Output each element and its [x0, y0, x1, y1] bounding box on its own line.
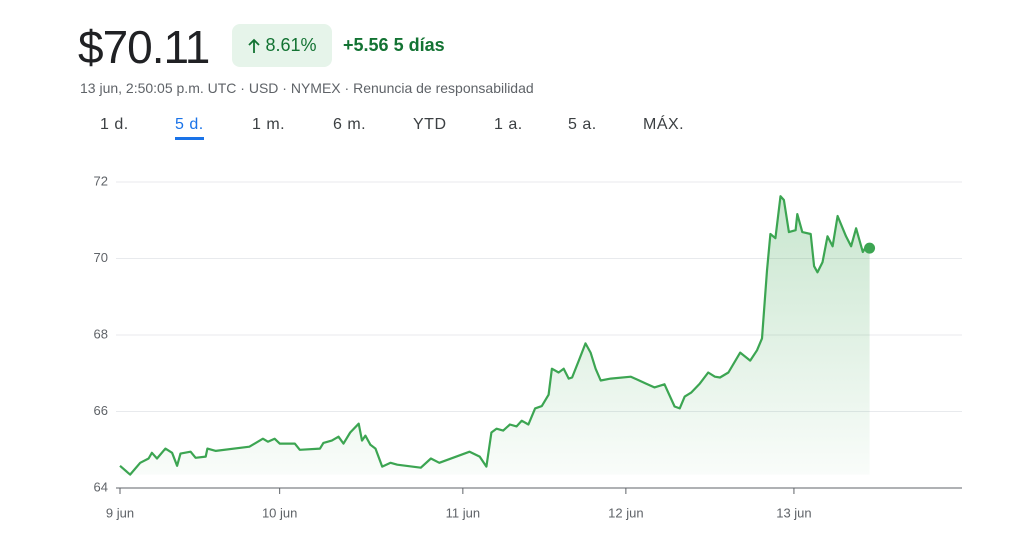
up-arrow: [248, 38, 261, 53]
x-tick-label: 13 jun: [776, 505, 811, 520]
range-tab[interactable]: 6 m.: [333, 116, 367, 133]
meta-text: 13 jun, 2:50:05 p.m. UTC · USD · NYMEX ·: [80, 80, 350, 96]
last-point: [864, 242, 876, 254]
range-tab[interactable]: 5 a.: [568, 116, 597, 133]
range-tab[interactable]: 1 m.: [252, 116, 286, 133]
range-tab[interactable]: MÁX.: [643, 116, 685, 133]
y-tick-label: 66: [94, 403, 108, 418]
x-tick-label: 11 jun: [446, 505, 480, 520]
change-pct: 8.61%: [265, 35, 317, 55]
range-tab[interactable]: YTD: [413, 116, 447, 133]
disclaimer-link[interactable]: Renuncia de responsabilidad: [353, 80, 534, 96]
y-tick-label: 70: [94, 250, 108, 265]
meta: 13 jun, 2:50:05 p.m. UTC · USD · NYMEX ·…: [80, 80, 534, 96]
x-tick-label: 10 jun: [262, 505, 297, 520]
price-line: [119, 195, 871, 476]
y-tick-label: 68: [94, 326, 108, 341]
change: +5.56 5 días: [343, 35, 445, 56]
change-value: +5.56: [343, 35, 389, 55]
range-tab[interactable]: 1 d.: [100, 116, 129, 133]
y-tick-label: 72: [94, 173, 108, 188]
x-tick-label: 12 jun: [608, 505, 643, 520]
range-tab[interactable]: 1 a.: [494, 116, 523, 133]
price: $70.11: [78, 21, 210, 73]
range-tab[interactable]: 5 d.: [175, 116, 204, 140]
area-fill: [120, 196, 870, 475]
x-tick-label: 9 jun: [106, 505, 134, 520]
y-tick-label: 64: [94, 479, 108, 494]
change-badge: 8.61%: [232, 24, 332, 67]
change-period: 5 días: [393, 35, 445, 55]
